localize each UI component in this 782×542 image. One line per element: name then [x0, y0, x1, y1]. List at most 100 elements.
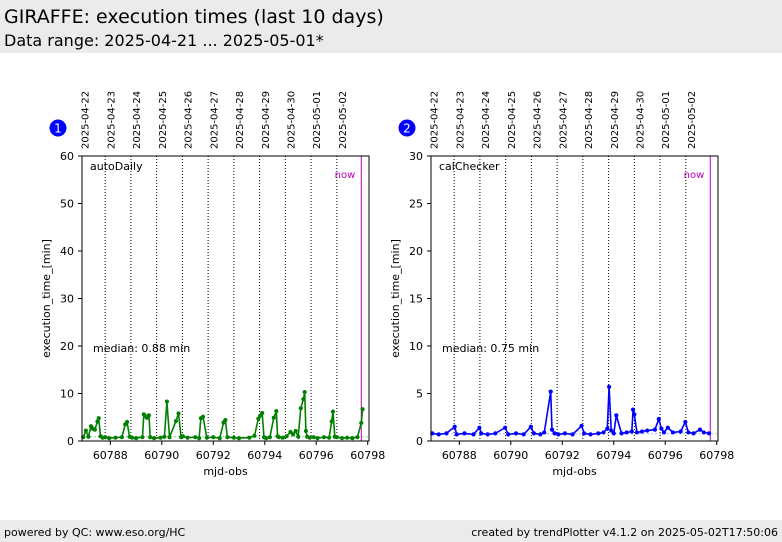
- y-axis-label: execution_time_[min]: [389, 239, 402, 358]
- x-tick-label: 60788: [93, 449, 128, 462]
- data-point: [639, 429, 645, 434]
- header-bar: [0, 0, 782, 53]
- date-label: 2025-04-30: [635, 91, 646, 149]
- data-point: [462, 431, 467, 436]
- date-label: 2025-04-27: [558, 91, 569, 149]
- y-tick-label: 0: [416, 435, 423, 448]
- y-tick-label: 20: [409, 245, 423, 258]
- data-point: [601, 430, 606, 435]
- footer-credit: powered by QC: www.eso.org/HC: [4, 526, 186, 539]
- data-point: [691, 431, 696, 436]
- data-point: [301, 397, 306, 402]
- panel-badge: [49, 119, 67, 137]
- data-point: [528, 424, 533, 429]
- data-point: [321, 435, 327, 440]
- x-tick-label: 60788: [442, 449, 477, 462]
- data-point: [634, 430, 640, 435]
- panel-label: autoDaily: [90, 160, 143, 173]
- y-tick-label: 0: [67, 435, 74, 448]
- data-point: [531, 431, 537, 436]
- data-point: [303, 428, 309, 434]
- data-point: [538, 432, 543, 437]
- x-tick-label: 60792: [545, 449, 580, 462]
- data-point: [582, 431, 587, 436]
- data-point: [548, 389, 553, 394]
- data-point: [329, 419, 334, 424]
- data-point: [493, 431, 498, 436]
- data-point: [167, 435, 172, 440]
- data-point: [173, 418, 179, 424]
- data-point: [659, 426, 664, 431]
- date-label: 2025-04-27: [209, 91, 220, 149]
- date-label: 2025-04-29: [261, 91, 272, 149]
- data-point: [701, 430, 706, 435]
- data-point: [614, 413, 619, 418]
- data-point: [330, 409, 336, 414]
- data-point: [513, 431, 519, 436]
- data-point: [506, 432, 511, 437]
- date-label: 2025-04-30: [286, 91, 297, 149]
- y-tick-label: 50: [60, 198, 74, 211]
- footer-generator: created by trendPlotter v4.1.2 on 2025-0…: [471, 526, 778, 539]
- data-point: [359, 420, 364, 426]
- data-point: [630, 407, 636, 412]
- y-tick-label: 40: [60, 245, 74, 258]
- data-point: [607, 384, 612, 389]
- x-tick-label: 60794: [596, 449, 631, 462]
- data-point: [211, 435, 216, 440]
- data-point: [298, 406, 303, 411]
- data-point: [176, 411, 181, 416]
- data-point: [570, 432, 575, 437]
- footer-bar: [0, 520, 782, 542]
- data-point: [521, 432, 526, 437]
- data-point: [162, 434, 167, 439]
- y-tick-label: 60: [60, 150, 74, 163]
- data-point: [119, 435, 124, 440]
- data-point: [148, 435, 153, 440]
- data-point: [452, 424, 457, 429]
- x-axis-label: mjd-obs: [203, 465, 248, 478]
- page-title: GIRAFFE: execution times (last 10 days): [4, 6, 384, 28]
- data-point: [542, 430, 547, 435]
- data-point: [556, 432, 561, 437]
- data-point: [609, 428, 614, 433]
- data-point: [619, 431, 624, 436]
- data-point: [652, 427, 658, 432]
- data-point: [311, 435, 316, 440]
- now-label: now: [684, 170, 705, 181]
- page-subtitle: Data range: 2025-04-21 ... 2025-05-01*: [4, 31, 324, 50]
- data-point: [605, 426, 610, 431]
- panel-badge-number: 2: [403, 122, 411, 136]
- data-point: [471, 432, 476, 437]
- date-label: 2025-04-26: [533, 91, 544, 149]
- data-point: [334, 435, 339, 440]
- date-label: 2025-05-02: [338, 91, 349, 149]
- data-point: [665, 425, 670, 430]
- date-label: 2025-04-22: [81, 91, 92, 149]
- data-point: [562, 431, 567, 436]
- data-point: [274, 408, 279, 414]
- y-axis-label: execution_time_[min]: [40, 239, 53, 358]
- y-tick-label: 10: [409, 340, 423, 353]
- data-point: [92, 427, 97, 432]
- data-point: [146, 413, 152, 418]
- data-point: [271, 415, 276, 420]
- x-tick-label: 60794: [247, 449, 282, 462]
- data-point: [661, 430, 667, 435]
- data-point: [596, 431, 601, 436]
- data-point: [624, 430, 629, 435]
- data-point: [180, 434, 186, 439]
- data-point: [436, 432, 441, 437]
- data-point: [164, 399, 170, 404]
- date-label: 2025-05-01: [661, 91, 672, 149]
- data-point: [706, 431, 712, 436]
- y-tick-label: 5: [416, 388, 423, 401]
- data-point: [503, 425, 508, 430]
- data-point: [302, 389, 307, 395]
- data-point: [103, 435, 108, 440]
- data-point: [193, 435, 198, 440]
- y-tick-label: 30: [409, 150, 423, 163]
- data-point: [355, 435, 360, 440]
- data-point: [223, 418, 228, 423]
